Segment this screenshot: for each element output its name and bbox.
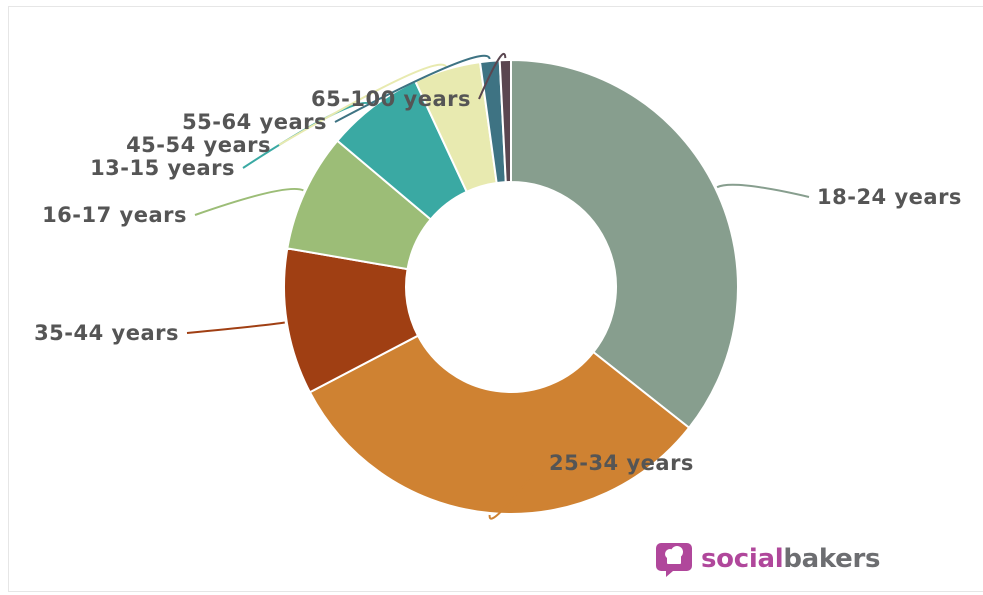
socialbakers-logo-icon xyxy=(656,543,692,577)
connector-45-54-years xyxy=(278,63,448,146)
connector-18-24-years xyxy=(716,183,810,198)
slice-label-13-15-years: 13-15 years xyxy=(90,156,235,180)
slice-18-24-years[interactable] xyxy=(510,58,739,430)
connector-55-64-years xyxy=(334,54,491,123)
slice-label-65-100-years: 65-100 years xyxy=(311,87,471,111)
slice-label-35-44-years: 35-44 years xyxy=(34,321,179,345)
brand-name-part-social: social xyxy=(701,544,784,574)
socialbakers-logo: socialbakers xyxy=(655,537,881,581)
chart-panel: 18-24 years 25-34 years 35-44 years 16-17 y… xyxy=(8,6,983,592)
connector-35-44-years xyxy=(186,321,285,334)
slice-label-55-64-years: 55-64 years xyxy=(182,110,327,134)
slice-label-16-17-years: 16-17 years xyxy=(42,203,187,227)
slice-25-34-years[interactable] xyxy=(308,334,691,515)
slice-65-100-years[interactable] xyxy=(498,58,512,184)
slice-label-45-54-years: 45-54 years xyxy=(126,133,271,157)
slice-label-18-24-years: 18-24 years xyxy=(817,185,962,209)
age-donut-chart: 18-24 years 25-34 years 35-44 years 16-17 y… xyxy=(34,52,962,520)
connector-16-17-years xyxy=(194,187,304,216)
brand-name-part-bakers: bakers xyxy=(783,544,881,574)
slice-label-25-34-years: 25-34 years xyxy=(549,451,694,475)
connector-25-34-years xyxy=(488,462,542,520)
connector-65-100-years xyxy=(478,52,507,100)
